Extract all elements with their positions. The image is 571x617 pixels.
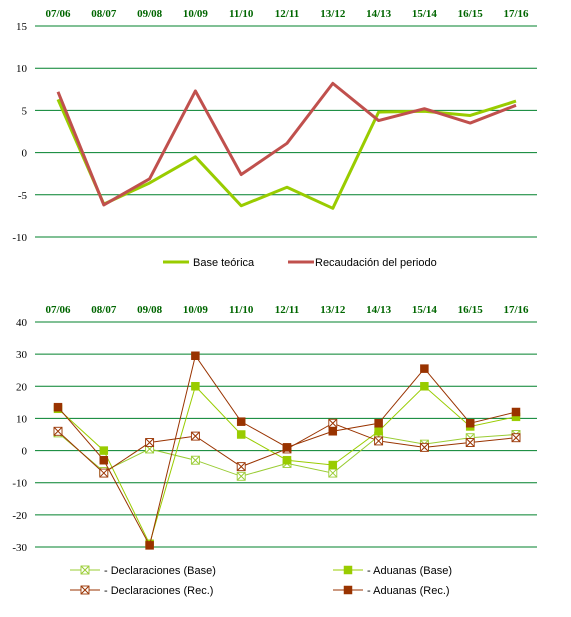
chart2-y-tick-label: 30 (16, 349, 28, 361)
chart2-point-aduanas-rec (328, 427, 338, 436)
chart2-legend-label: - Declaraciones (Base) (104, 565, 216, 577)
chart2-legend-item-aduanas-base (333, 565, 363, 575)
chart2-point-aduanas-base (191, 382, 200, 391)
chart2-legend-label: - Aduanas (Rec.) (367, 585, 450, 597)
chart2-point-declaraciones-rec-cross (54, 427, 62, 436)
chart2-category-label: 14/13 (366, 304, 392, 316)
chart2-point-declaraciones-rec-cross (512, 433, 520, 442)
chart2-point-aduanas-rec (374, 419, 383, 428)
chart1-category-label: 12/11 (275, 8, 299, 20)
chart2-point-declaraciones-rec-cross (99, 469, 108, 477)
chart2-point-declaraciones-rec-cross (191, 432, 200, 440)
chart2-point-aduanas-base (328, 460, 338, 470)
chart2-category-label: 17/16 (503, 304, 529, 316)
chart2-point-declaraciones-rec-cross (420, 443, 429, 452)
chart2-point-aduanas-base (236, 430, 246, 439)
chart2-category-label: 10/09 (183, 304, 209, 316)
chart2-point-declaraciones-rec-cross (374, 437, 383, 445)
chart2-category-label: 09/08 (137, 304, 163, 316)
chart2-legend-label: - Aduanas (Base) (367, 565, 452, 577)
chart2-category-label: 13/12 (320, 304, 346, 316)
chart2-point-aduanas-base (420, 382, 429, 391)
chart2-y-tick-label: -10 (12, 478, 27, 490)
chart2-point-declaraciones-rec-cross (328, 419, 337, 428)
chart2-series-declaraciones-base (53, 428, 521, 481)
chart1-y-tick-label: 10 (16, 63, 28, 75)
chart1-y-tick-label: -10 (12, 232, 27, 244)
chart2-point-aduanas-rec (53, 402, 63, 412)
chart2-point-declaraciones-rec-cross (145, 438, 154, 447)
chart1-category-label: 14/13 (366, 8, 392, 20)
chart2-point-aduanas-base (282, 455, 292, 465)
chart2-point-declaraciones-base-cross (328, 469, 337, 477)
chart2-point-aduanas-base (99, 446, 109, 455)
chart2-point-aduanas-rec (420, 364, 429, 373)
chart1-legend-label: Recaudación del periodo (315, 257, 437, 269)
chart2-series-aduanas-rec (53, 351, 521, 550)
chart2-point-aduanas-rec (236, 417, 246, 426)
chart2-legend-swatch-marker-cross (81, 586, 89, 594)
chart2-point-aduanas-rec (191, 351, 200, 360)
chart2-y-tick-label: -30 (12, 542, 27, 554)
chart2-point-aduanas-rec (99, 455, 109, 465)
chart2-point-declaraciones-rec-cross (237, 462, 246, 471)
chart2-legend-item-aduanas-rec (333, 585, 363, 595)
chart2-y-tick-label: 40 (16, 317, 28, 329)
chart1-category-label: 11/10 (229, 8, 254, 20)
chart2-category-label: 16/15 (458, 304, 484, 316)
chart1-category-label: 16/15 (458, 8, 484, 20)
chart2-point-aduanas-base (374, 427, 383, 436)
chart2-legend-item-declaraciones-base (70, 565, 100, 575)
chart2-category-label: 11/10 (229, 304, 254, 316)
chart1-category-label: 15/14 (412, 8, 438, 20)
chart2-category-label: 15/14 (412, 304, 438, 316)
chart2-category-label: 08/07 (91, 304, 117, 316)
chart1-y-tick-label: -5 (18, 190, 28, 202)
chart1-category-label: 08/07 (91, 8, 117, 20)
chart1-category-label: 09/08 (137, 8, 163, 20)
chart2-point-declaraciones-base-cross (237, 472, 246, 481)
chart1-category-label: 07/06 (45, 8, 71, 20)
chart2-point-aduanas-rec (511, 407, 521, 417)
chart2-series-line-declaraciones-base (57, 432, 517, 477)
chart2-y-tick-label: 0 (22, 446, 28, 458)
chart2-y-tick-label: 20 (16, 381, 28, 393)
chart2-point-aduanas-rec (282, 443, 292, 452)
chart2-legend-swatch-marker (343, 565, 353, 575)
chart1-y-tick-label: 0 (22, 148, 28, 160)
chart1-category-label: 13/12 (320, 8, 346, 20)
chart1-y-tick-label: 5 (22, 105, 28, 117)
chart2-y-tick-label: -20 (12, 510, 27, 522)
chart2-point-declaraciones-base-cross (191, 456, 200, 465)
chart1-category-label: 17/16 (503, 8, 529, 20)
chart2-y-tick-label: 10 (16, 413, 28, 425)
chart1-category-label: 10/09 (183, 8, 209, 20)
chart2-category-label: 07/06 (45, 304, 71, 316)
chart2-legend-item-declaraciones-rec (70, 585, 100, 595)
chart2-point-declaraciones-rec-cross (466, 438, 475, 447)
chart2-category-label: 12/11 (275, 304, 299, 316)
chart2-legend-swatch-marker-cross (81, 566, 89, 574)
chart1-legend-label: Base teórica (193, 257, 255, 269)
chart1-y-tick-label: 15 (16, 21, 28, 33)
chart2-point-aduanas-rec (145, 541, 154, 550)
chart1-series-line-recaudacion (56, 81, 517, 207)
chart2-legend-label: - Declaraciones (Rec.) (104, 585, 213, 597)
chart2-legend-swatch-marker (343, 585, 353, 595)
chart2-point-aduanas-rec (465, 419, 475, 428)
